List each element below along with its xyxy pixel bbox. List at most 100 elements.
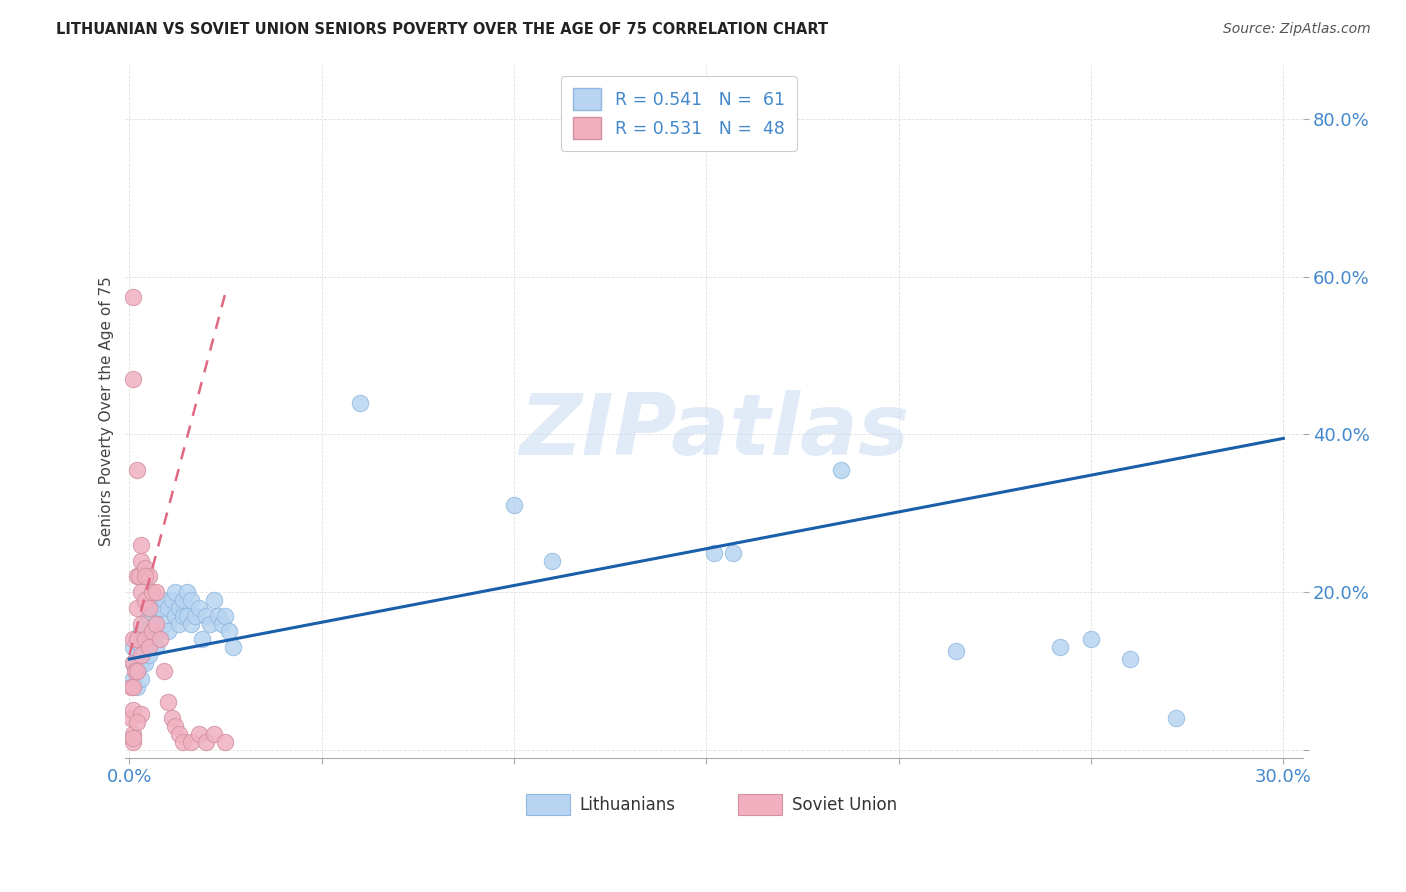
Text: ZIPatlas: ZIPatlas	[519, 390, 910, 473]
Point	[129, 585, 152, 599]
Point	[129, 553, 152, 567]
Point	[180, 735, 202, 749]
Point	[138, 569, 160, 583]
Point	[165, 608, 187, 623]
Point	[141, 608, 163, 623]
Point	[207, 608, 229, 623]
Point	[198, 616, 221, 631]
Point	[176, 585, 198, 599]
Point	[830, 463, 852, 477]
Text: Soviet Union: Soviet Union	[792, 796, 897, 814]
Point	[122, 656, 145, 670]
Point	[187, 600, 209, 615]
Point	[134, 656, 156, 670]
Point	[125, 463, 148, 477]
Point	[129, 624, 152, 639]
Point	[134, 616, 156, 631]
Point	[176, 608, 198, 623]
Point	[122, 672, 145, 686]
Point	[183, 608, 205, 623]
Point	[125, 648, 148, 662]
Point	[160, 711, 183, 725]
Point	[120, 711, 142, 725]
Point	[169, 616, 191, 631]
Text: Lithuanians: Lithuanians	[579, 796, 676, 814]
Point	[1164, 711, 1187, 725]
Point	[120, 680, 142, 694]
Point	[129, 640, 152, 655]
Point	[129, 648, 152, 662]
Point	[165, 585, 187, 599]
Point	[122, 289, 145, 303]
Point	[134, 640, 156, 655]
Point	[149, 624, 172, 639]
Point	[153, 616, 176, 631]
Point	[134, 561, 156, 575]
Point	[122, 731, 145, 745]
Point	[1049, 640, 1071, 655]
Point	[191, 632, 214, 647]
Point	[125, 632, 148, 647]
Point	[125, 664, 148, 678]
Point	[125, 680, 148, 694]
Point	[138, 600, 160, 615]
Point	[153, 664, 176, 678]
Point	[145, 616, 167, 631]
Point	[129, 672, 152, 686]
Point	[134, 632, 156, 647]
Point	[169, 600, 191, 615]
Text: LITHUANIAN VS SOVIET UNION SENIORS POVERTY OVER THE AGE OF 75 CORRELATION CHART: LITHUANIAN VS SOVIET UNION SENIORS POVER…	[56, 22, 828, 37]
Point	[129, 656, 152, 670]
Point	[172, 593, 194, 607]
Point	[195, 608, 218, 623]
Point	[211, 616, 233, 631]
Point	[138, 640, 160, 655]
Point	[1080, 632, 1102, 647]
Point	[122, 727, 145, 741]
Point	[145, 616, 167, 631]
Point	[153, 593, 176, 607]
Bar	[526, 794, 571, 815]
Point	[180, 616, 202, 631]
Point	[149, 632, 172, 647]
Point	[202, 593, 225, 607]
Point	[349, 396, 371, 410]
Point	[503, 499, 526, 513]
Point	[172, 608, 194, 623]
Point	[134, 593, 156, 607]
Point	[122, 703, 145, 717]
Point	[187, 727, 209, 741]
Point	[156, 624, 179, 639]
Point	[165, 719, 187, 733]
Point	[141, 585, 163, 599]
Point	[703, 546, 725, 560]
Point	[124, 664, 146, 678]
Point	[125, 632, 148, 647]
Point	[1118, 652, 1140, 666]
Point	[222, 640, 245, 655]
Point	[160, 593, 183, 607]
Point	[145, 600, 167, 615]
Point	[122, 372, 145, 386]
Point	[141, 624, 163, 639]
Point	[202, 727, 225, 741]
Point	[723, 546, 745, 560]
Bar	[738, 794, 782, 815]
Text: Source: ZipAtlas.com: Source: ZipAtlas.com	[1223, 22, 1371, 37]
Point	[125, 600, 148, 615]
Point	[122, 656, 145, 670]
Point	[134, 569, 156, 583]
Point	[129, 538, 152, 552]
Point	[128, 569, 150, 583]
Point	[169, 727, 191, 741]
Legend: R = 0.541   N =  61, R = 0.531   N =  48: R = 0.541 N = 61, R = 0.531 N = 48	[561, 76, 797, 151]
Point	[214, 735, 236, 749]
Point	[122, 680, 145, 694]
Y-axis label: Seniors Poverty Over the Age of 75: Seniors Poverty Over the Age of 75	[100, 276, 114, 546]
Point	[138, 648, 160, 662]
Point	[195, 735, 218, 749]
Point	[945, 644, 967, 658]
Point	[180, 593, 202, 607]
Point	[172, 735, 194, 749]
Point	[138, 608, 160, 623]
